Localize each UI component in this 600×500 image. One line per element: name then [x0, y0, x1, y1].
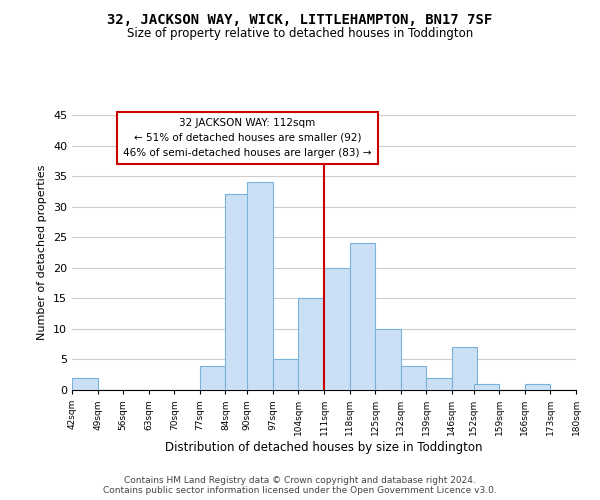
Bar — [72, 378, 98, 390]
Bar — [525, 384, 550, 390]
Bar — [474, 384, 499, 390]
Text: Size of property relative to detached houses in Toddington: Size of property relative to detached ho… — [127, 28, 473, 40]
Bar — [452, 347, 478, 390]
Bar — [324, 268, 350, 390]
Bar — [298, 298, 324, 390]
Bar — [226, 194, 251, 390]
Bar — [200, 366, 226, 390]
Bar — [247, 182, 273, 390]
Bar — [426, 378, 452, 390]
Text: Contains public sector information licensed under the Open Government Licence v3: Contains public sector information licen… — [103, 486, 497, 495]
Bar — [401, 366, 426, 390]
X-axis label: Distribution of detached houses by size in Toddington: Distribution of detached houses by size … — [165, 441, 483, 454]
Bar — [375, 329, 401, 390]
Bar — [273, 360, 298, 390]
Text: 32 JACKSON WAY: 112sqm
← 51% of detached houses are smaller (92)
46% of semi-det: 32 JACKSON WAY: 112sqm ← 51% of detached… — [123, 118, 371, 158]
Text: 32, JACKSON WAY, WICK, LITTLEHAMPTON, BN17 7SF: 32, JACKSON WAY, WICK, LITTLEHAMPTON, BN… — [107, 12, 493, 26]
Bar — [350, 244, 375, 390]
Text: Contains HM Land Registry data © Crown copyright and database right 2024.: Contains HM Land Registry data © Crown c… — [124, 476, 476, 485]
Y-axis label: Number of detached properties: Number of detached properties — [37, 165, 47, 340]
